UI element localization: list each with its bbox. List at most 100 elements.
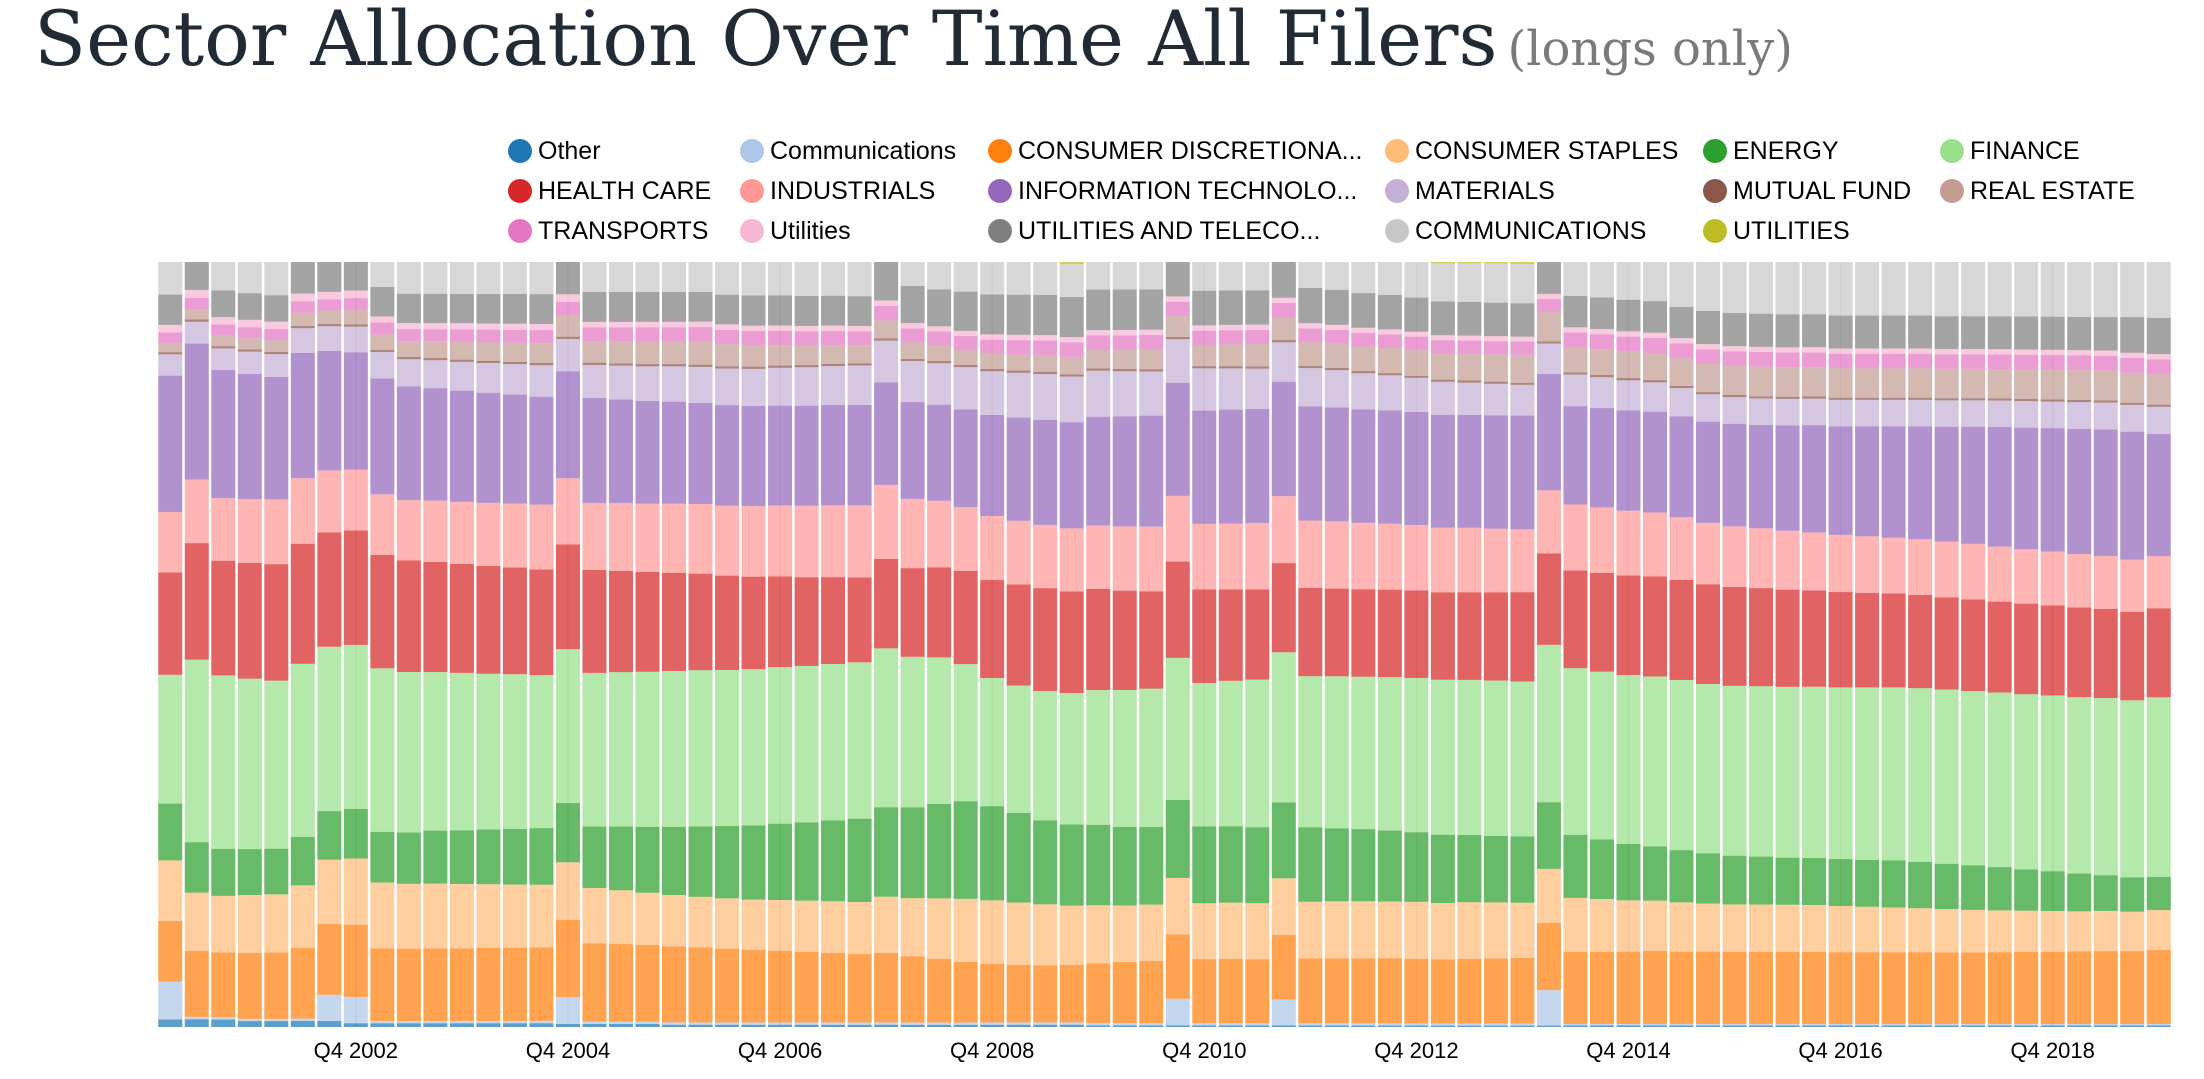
bar-segment[interactable]: Q1 2011 — MATERIALS: 5.6: [1192, 368, 1217, 411]
bar-segment[interactable]: Q1 2010 — TRANSPORTS: 1.9: [1086, 335, 1111, 351]
bar-segment[interactable]: Q1 2003 — CONSUMER DISCRETIONARY: 9.6: [343, 924, 368, 997]
bar-segment[interactable]: Q3 2012 — Utilities: 0.7: [1351, 327, 1376, 333]
bar-segment[interactable]: Q2 2005 — Other: 0.4: [582, 1023, 607, 1027]
bar-segment[interactable]: Q3 2015 — CONSUMER DISCRETIONARY: 9.7: [1669, 951, 1694, 1025]
bar-segment[interactable]: Q4 2018 — UTILITIES AND TELECOMMUNICATIO…: [2014, 316, 2039, 350]
bar-segment[interactable]: Q2 2009 — MATERIALS: 5.9: [1006, 372, 1031, 418]
bar-segment[interactable]: Q4 2013 — MUTUAL FUND: 0.3: [1483, 381, 1508, 384]
bar-segment[interactable]: Q1 2014 — Utilities: 0.7: [1510, 336, 1535, 342]
bar-segment[interactable]: Q4 2016 — HEALTH CARE: 13.1: [1802, 590, 1827, 687]
bar-segment[interactable]: Q4 2005 — UTILITIES AND TELECOMMUNICATIO…: [635, 291, 660, 322]
bar-segment[interactable]: Q1 2005 — FINANCE: 20: [555, 649, 580, 804]
bar-segment[interactable]: Q3 2001 — Other: 1: [184, 1019, 209, 1027]
bar-segment[interactable]: Q4 2014 — Utilities: 0.7: [1589, 329, 1614, 335]
bar-segment[interactable]: Q2 2004 — INDUSTRIALS: 8.3: [476, 502, 501, 566]
bar-segment[interactable]: Q4 2016 — CONSUMER DISCRETIONARY: 9.8: [1802, 952, 1827, 1025]
legend-item[interactable]: ENERGY: [1703, 136, 1839, 166]
bar-segment[interactable]: Q4 2019 — INDUSTRIALS: 7: [2120, 559, 2145, 612]
bar-segment[interactable]: Q2 2004 — UTILITIES AND TELECOMMUNICATIO…: [476, 293, 501, 324]
bar-segment[interactable]: Q2 2006 — HEALTH CARE: 12.6: [688, 573, 713, 671]
bar-segment[interactable]: Q1 2019 — INFORMATION TECHNOLOGY: 16.7: [2040, 428, 2065, 552]
bar-segment[interactable]: Q4 2007 — HEALTH CARE: 11.4: [847, 577, 872, 663]
bar-segment[interactable]: Q4 2007 — COMMUNICATIONS: 4.6: [847, 262, 872, 297]
bar-segment[interactable]: Q2 2016 — Other: 0.2: [1749, 1025, 1774, 1027]
bar-segment[interactable]: Q2 2019 — Communications: 0.2: [2067, 1024, 2092, 1026]
bar-segment[interactable]: Q3 2001 — FINANCE: 23.5: [184, 659, 209, 843]
bar-segment[interactable]: Q4 2006 — MUTUAL FUND: 0.3: [741, 366, 766, 369]
bar-segment[interactable]: Q2 2006 — Utilities: 0.7: [688, 321, 713, 328]
bar-segment[interactable]: Q2 2015 — CONSUMER STAPLES: 6.7: [1642, 900, 1667, 952]
bar-segment[interactable]: Q2 2008 — INFORMATION TECHNOLOGY: 13: [900, 402, 925, 499]
bar-segment[interactable]: Q4 2010 — CONSUMER STAPLES: 7.4: [1165, 877, 1190, 935]
bar-segment[interactable]: Q4 2004 — FINANCE: 20: [529, 675, 554, 829]
bar-segment[interactable]: Q1 2014 — TRANSPORTS: 1.9: [1510, 341, 1535, 355]
bar-segment[interactable]: Q2 2003 — HEALTH CARE: 15: [370, 554, 395, 669]
bar-segment[interactable]: Q3 2005 — CONSUMER STAPLES: 7: [608, 890, 633, 945]
bar-segment[interactable]: Q1 2004 — Communications: 0.3: [449, 1020, 474, 1024]
bar-segment[interactable]: Q1 2011 — COMMUNICATIONS: 3.8: [1192, 262, 1217, 291]
bar-segment[interactable]: Q3 2007 — INDUSTRIALS: 9.6: [821, 505, 846, 578]
bar-segment[interactable]: Q2 2009 — INFORMATION TECHNOLOGY: 13.6: [1006, 417, 1031, 521]
bar-segment[interactable]: Q2 2018 — MATERIALS: 3.6: [1961, 400, 1986, 427]
bar-segment[interactable]: Q2 2008 — HEALTH CARE: 11.9: [900, 568, 925, 657]
legend-item[interactable]: INFORMATION TECHNOLO...: [988, 176, 1357, 206]
bar-segment[interactable]: Q2 2014 — Other: 0.2: [1536, 1025, 1561, 1027]
bar-segment[interactable]: Q1 2019 — Other: 0.2: [2040, 1025, 2065, 1027]
bar-segment[interactable]: Q3 2015 — MUTUAL FUND: 0.3: [1669, 385, 1694, 389]
bar-segment[interactable]: Q2 2013 — Other: 0.2: [1430, 1025, 1455, 1027]
bar-segment[interactable]: Q1 2011 — Communications: 0.3: [1192, 1023, 1217, 1026]
bar-segment[interactable]: Q2 2006 — INFORMATION TECHNOLOGY: 13.2: [688, 402, 713, 504]
bar-segment[interactable]: Q4 2016 — COMMUNICATIONS: 7.1: [1802, 262, 1827, 315]
bar-segment[interactable]: Q1 2006 — ENERGY: 8.9: [662, 826, 687, 896]
bar-segment[interactable]: Q1 2005 — MUTUAL FUND: 0.3: [555, 336, 580, 339]
bar-segment[interactable]: Q4 2009 — INDUSTRIALS: 8.3: [1059, 528, 1084, 592]
bar-segment[interactable]: Q4 2015 — MUTUAL FUND: 0.3: [1696, 392, 1721, 395]
bar-segment[interactable]: Q3 2004 — COMMUNICATIONS: 4.2: [502, 262, 527, 294]
bar-segment[interactable]: Q4 2009 — COMMUNICATIONS: 4.3: [1059, 264, 1084, 297]
bar-segment[interactable]: Q2 2018 — COMMUNICATIONS: 7.4: [1961, 262, 1986, 317]
bar-segment[interactable]: Q2 2011 — TRANSPORTS: 1.9: [1218, 330, 1243, 345]
bar-segment[interactable]: Q2 2018 — INFORMATION TECHNOLOGY: 16: [1961, 426, 1986, 544]
bar-segment[interactable]: Q1 2015 — INDUSTRIALS: 8.6: [1616, 510, 1641, 576]
bar-segment[interactable]: Q1 2006 — CONSUMER STAPLES: 6.7: [662, 895, 687, 947]
bar-segment[interactable]: Q4 2002 — REAL ESTATE: 1.8: [317, 310, 342, 325]
bar-segment[interactable]: Q3 2007 — HEALTH CARE: 11.6: [821, 577, 846, 664]
bar-segment[interactable]: Q1 2005 — Communications: 3.5: [555, 996, 580, 1024]
bar-segment[interactable]: Q1 2003 — ENERGY: 6.6: [343, 808, 368, 859]
bar-segment[interactable]: Q3 2012 — Other: 0.2: [1351, 1025, 1376, 1027]
bar-segment[interactable]: Q2 2015 — REAL ESTATE: 3.6: [1642, 353, 1667, 381]
bar-segment[interactable]: Q1 2002 — UTILITIES AND TELECOMMUNICATIO…: [237, 293, 262, 320]
bar-segment[interactable]: Q2 2010 — Communications: 0.3: [1112, 1023, 1137, 1026]
bar-segment[interactable]: Q2 2010 — REAL ESTATE: 2.5: [1112, 349, 1137, 369]
bar-segment[interactable]: Q1 2002 — MATERIALS: 3: [237, 351, 262, 374]
bar-segment[interactable]: Q4 2012 — HEALTH CARE: 12.2: [1377, 589, 1402, 678]
bar-segment[interactable]: Q2 2013 — MATERIALS: 4.7: [1430, 381, 1455, 415]
bar-segment[interactable]: Q1 2017 — Other: 0.2: [1828, 1025, 1853, 1027]
bar-segment[interactable]: Q1 2014 — Communications: 0.3: [1510, 1023, 1535, 1026]
bar-segment[interactable]: Q4 2017 — Other: 0.2: [1908, 1025, 1933, 1027]
bar-segment[interactable]: Q4 2017 — HEALTH CARE: 12.7: [1908, 594, 1933, 689]
bar-segment[interactable]: Q1 2008 — UTILITIES AND TELECOMMUNICATIO…: [874, 262, 899, 301]
bar-segment[interactable]: Q2 2010 — FINANCE: 17.9: [1112, 689, 1137, 827]
bar-segment[interactable]: Q1 2005 — Utilities: 1: [555, 294, 580, 303]
bar-segment[interactable]: Q2 2010 — CONSUMER STAPLES: 7.4: [1112, 905, 1137, 963]
bar-segment[interactable]: Q2 2013 — TRANSPORTS: 1.9: [1430, 340, 1455, 354]
bar-segment[interactable]: Q1 2019 — CONSUMER DISCRETIONARY: 9.8: [2040, 951, 2065, 1025]
bar-segment[interactable]: Q3 2017 — Communications: 0.2: [1881, 1024, 1906, 1026]
bar-segment[interactable]: Q2 2009 — Communications: 0.3: [1006, 1022, 1031, 1025]
bar-segment[interactable]: Q3 2016 — HEALTH CARE: 13.2: [1775, 589, 1800, 687]
bar-segment[interactable]: Q1 2007 — HEALTH CARE: 12: [768, 576, 793, 668]
bar-segment[interactable]: Q2 2019 — Utilities: 0.7: [2067, 350, 2092, 356]
bar-segment[interactable]: Q4 2019 — Utilities: 0.7: [2120, 352, 2145, 358]
bar-segment[interactable]: Q4 2007 — FINANCE: 21: [847, 662, 872, 819]
bar-segment[interactable]: Q1 2003 — INFORMATION TECHNOLOGY: 15.6: [343, 352, 368, 470]
bar-segment[interactable]: Q1 2011 — INDUSTRIALS: 8.7: [1192, 523, 1217, 590]
bar-segment[interactable]: Q3 2007 — REAL ESTATE: 2.5: [821, 345, 846, 364]
bar-segment[interactable]: Q1 2016 — INFORMATION TECHNOLOGY: 13.9: [1722, 423, 1747, 527]
bar-segment[interactable]: Q1 2020 — REAL ESTATE: 4: [2146, 374, 2171, 405]
bar-segment[interactable]: Q4 2019 — REAL ESTATE: 4: [2120, 372, 2145, 403]
bar-segment[interactable]: Q1 2017 — CONSUMER DISCRETIONARY: 9.8: [1828, 952, 1853, 1025]
bar-segment[interactable]: Q3 2002 — CONSUMER STAPLES: 8.1: [290, 885, 315, 948]
bar-segment[interactable]: Q2 2002 — Other: 0.8: [264, 1021, 289, 1027]
bar-segment[interactable]: Q2 2003 — INDUSTRIALS: 8: [370, 494, 395, 555]
